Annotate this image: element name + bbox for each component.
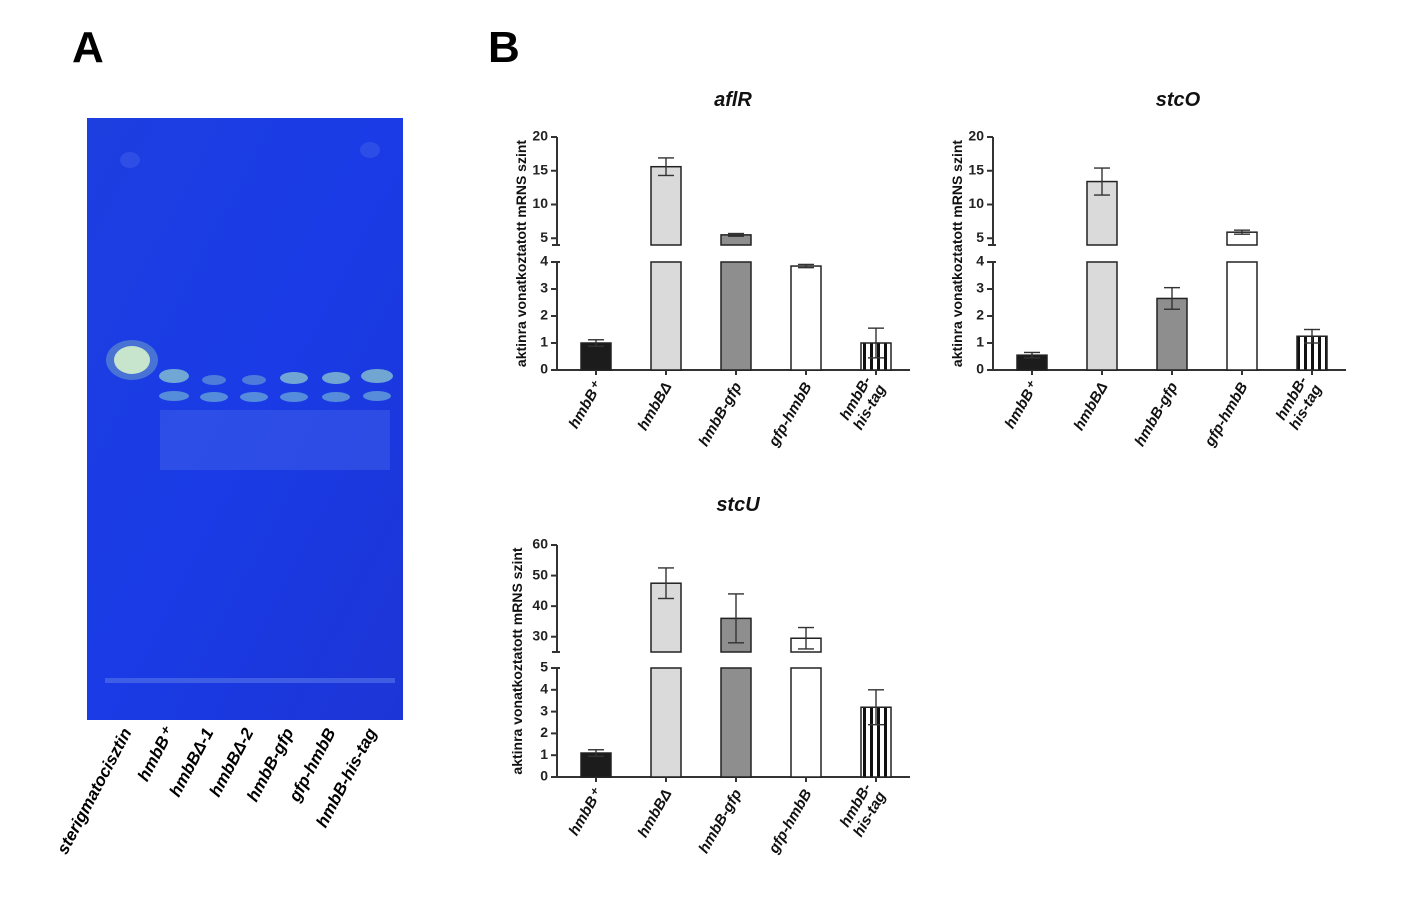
y-tick-label: 20 [968,128,984,144]
y-tick-label: 15 [968,161,984,177]
y-tick-label: 1 [540,334,548,350]
y-tick-label: 2 [540,307,548,323]
y-tick-label: 4 [540,681,548,697]
bar [650,667,682,778]
bar [1156,297,1188,371]
y-tick-label: 5 [976,229,984,245]
y-axis-label: aktinra vonatkoztatott mRNS szint [509,547,525,774]
y-tick-label: 2 [976,307,984,323]
x-tick-label: hmbB⁺ [566,785,607,839]
y-tick-label: 1 [976,334,984,350]
y-tick-label: 0 [540,768,548,784]
bar [650,261,682,371]
panel-label: B [488,23,520,72]
bar [720,261,752,371]
y-tick-label: 10 [532,195,548,211]
x-tick-label: hmbB-gfp [695,787,745,857]
x-tick-label: gfp-hmbB [1201,379,1252,450]
bar [790,265,822,371]
y-tick-label: 15 [532,161,548,177]
chart-title: stcO [1156,89,1201,111]
y-tick-label: 40 [532,597,548,613]
x-tick-label: hmbB-gfp [1131,380,1181,450]
y-tick-label: 10 [968,195,984,211]
y-tick-label: 4 [540,253,548,269]
lane-label: hmbB⁺ [134,723,179,784]
x-tick-label: hmbBΔ [634,787,675,841]
y-tick-label: 3 [540,702,548,718]
tlc-plate [87,118,403,720]
x-tick-label: hmbB⁺ [566,378,607,432]
bar [1226,261,1258,371]
x-tick-label: gfp-hmbB [765,379,816,450]
y-axis-label: aktinra vonatkoztatott mRNS szint [949,140,965,367]
chart-title: aflR [714,89,752,111]
bar [650,165,682,246]
x-tick-label: hmbBΔ [634,380,675,434]
bar [790,667,822,778]
y-tick-label: 5 [540,659,548,675]
panel-label: A [72,23,104,72]
y-tick-label: 3 [540,280,548,296]
y-tick-label: 20 [532,128,548,144]
x-tick-label: hmbB⁺ [1002,378,1043,432]
y-tick-label: 2 [540,724,548,740]
y-tick-label: 0 [976,361,984,377]
bar [1086,261,1118,371]
y-tick-label: 5 [540,229,548,245]
bar [720,667,752,778]
y-tick-label: 30 [532,627,548,643]
x-tick-label: hmbB-gfp [695,380,745,450]
y-tick-label: 60 [532,536,548,552]
chart-title: stcU [716,494,760,516]
bar [580,342,612,371]
y-tick-label: 0 [540,361,548,377]
y-tick-label: 3 [976,280,984,296]
y-tick-label: 50 [532,566,548,582]
y-tick-label: 1 [540,746,548,762]
x-tick-label: hmbB-his-tag [836,781,890,840]
x-tick-label: hmbBΔ [1070,380,1111,434]
y-axis-label: aktinra vonatkoztatott mRNS szint [513,140,529,367]
x-tick-label: gfp-hmbB [765,786,816,857]
lane-label: sterigmatocisztin [53,725,135,857]
y-tick-label: 4 [976,253,984,269]
x-tick-label: hmbB-his-tag [836,374,890,433]
x-tick-label: hmbB-his-tag [1272,374,1326,433]
